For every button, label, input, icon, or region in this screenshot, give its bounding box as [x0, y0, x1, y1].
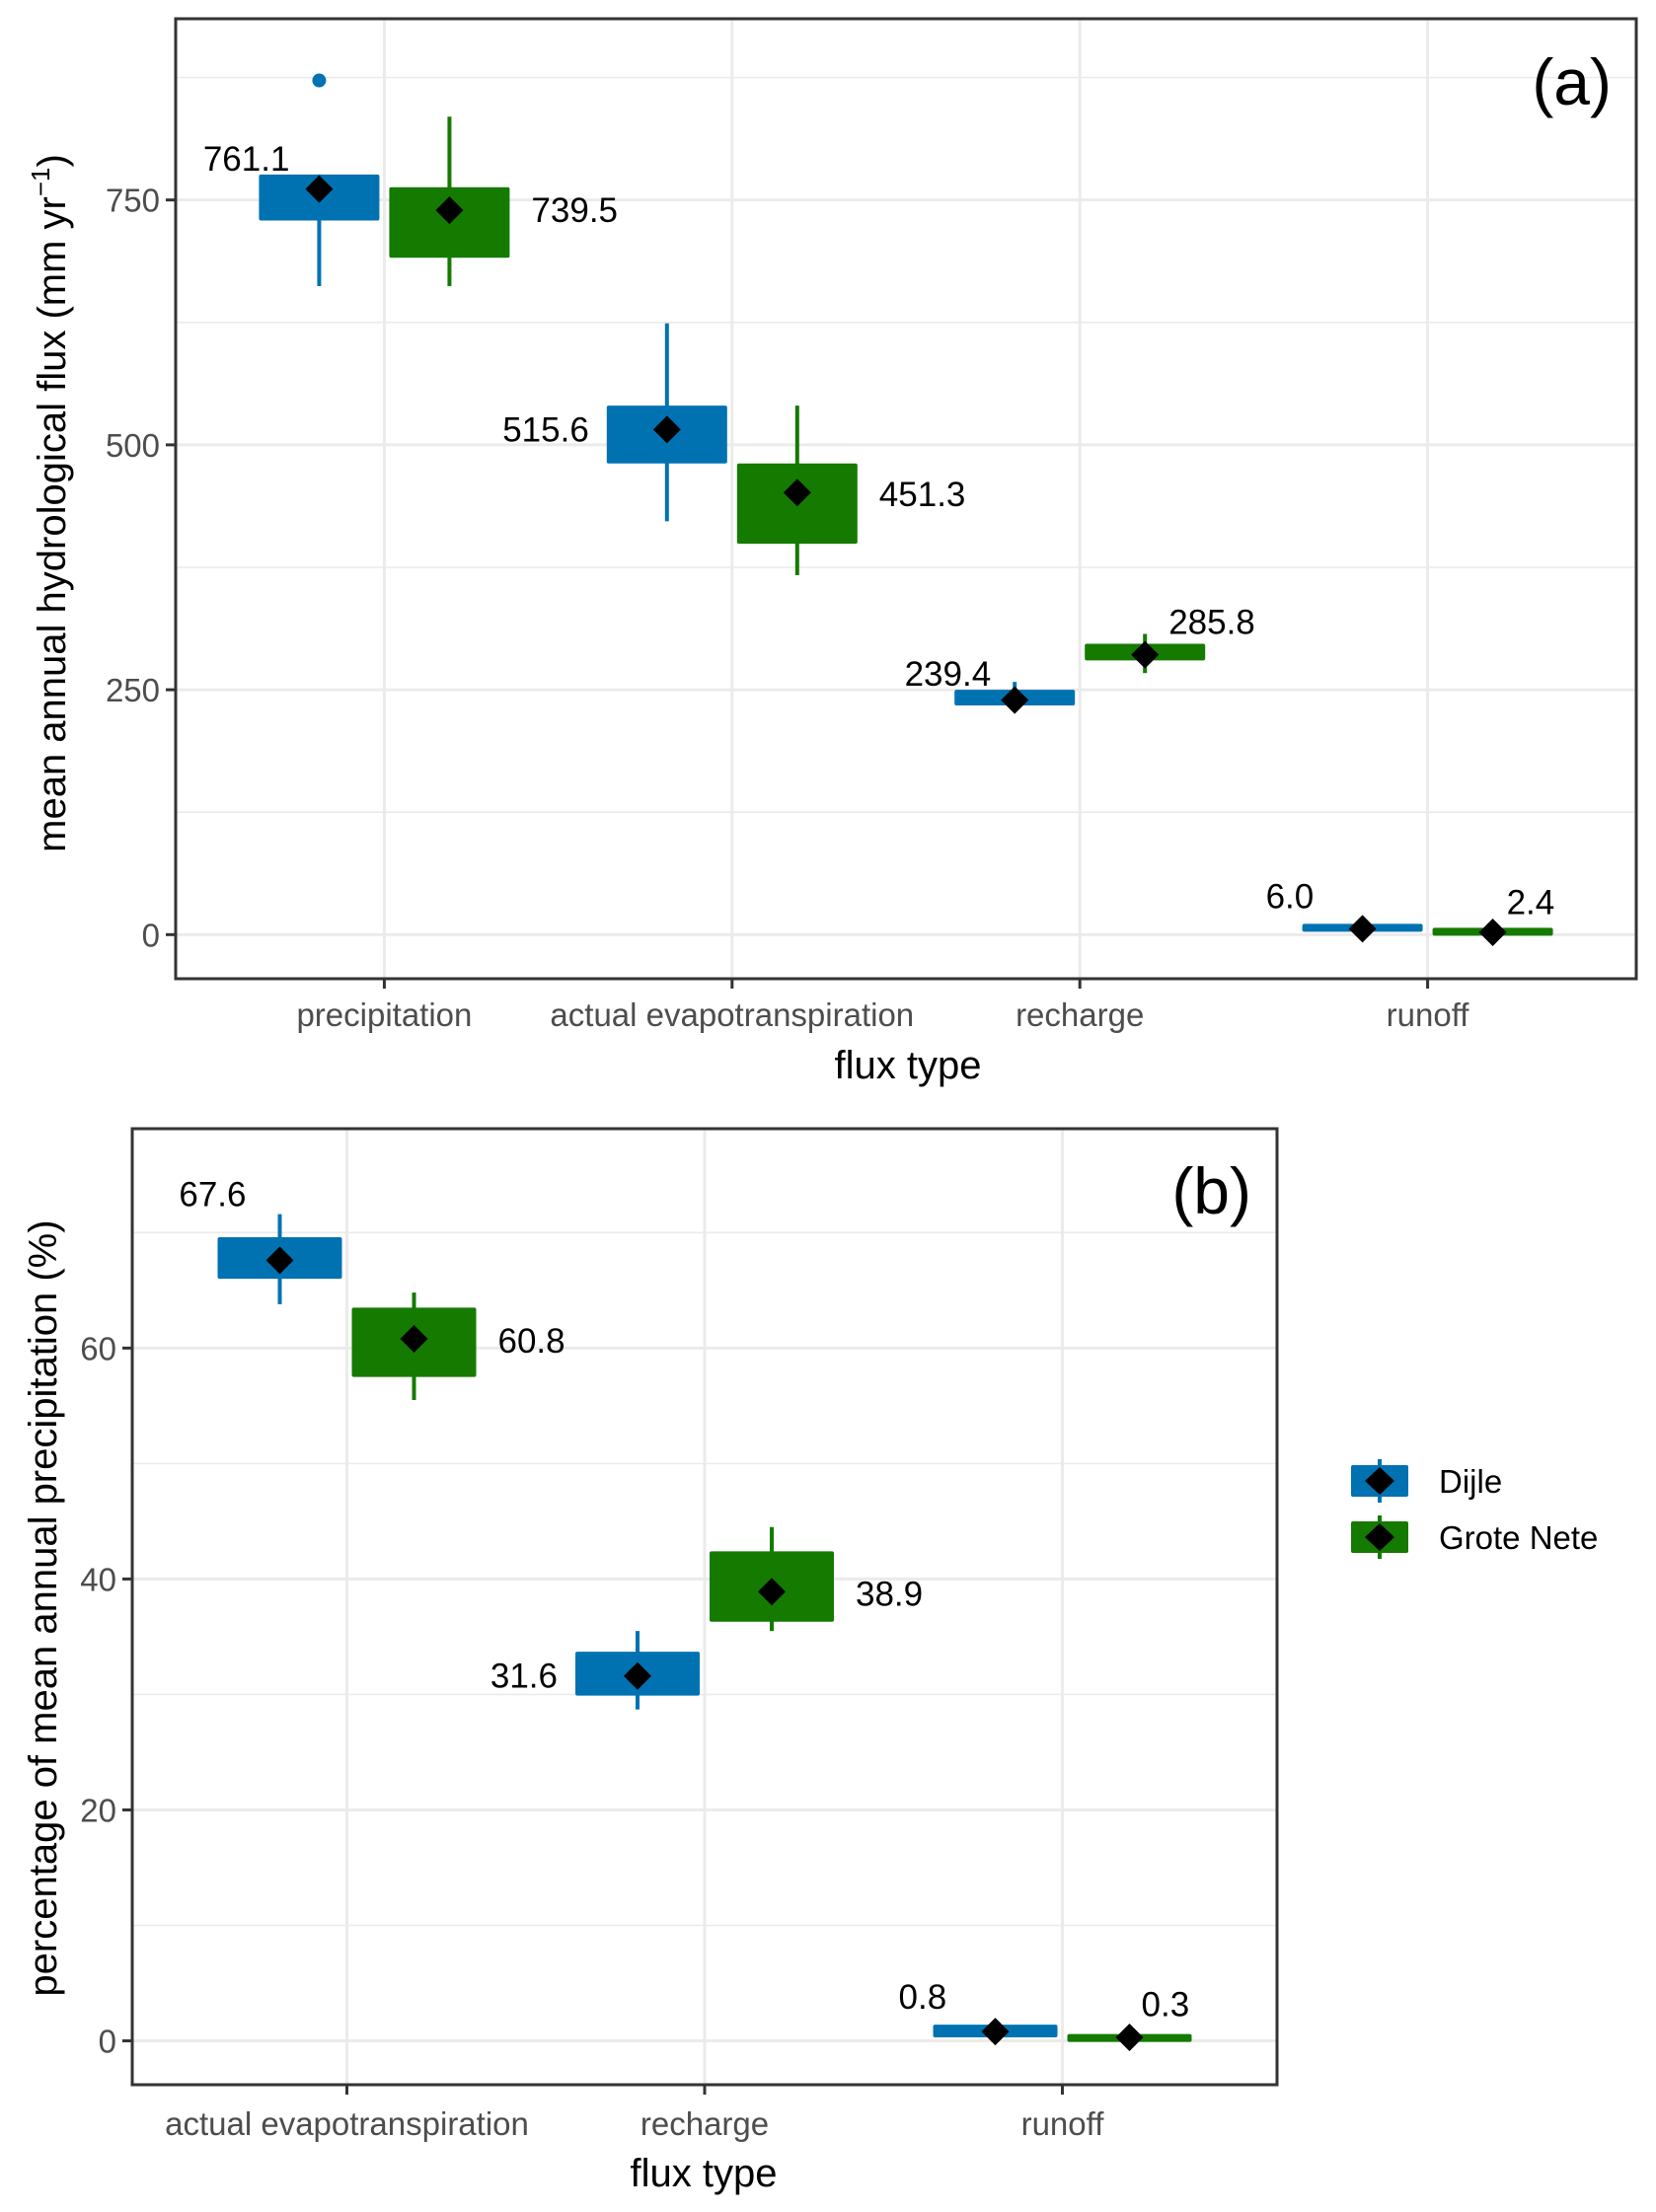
- panel-a-border: [174, 17, 1638, 981]
- y-tick-label: 750: [106, 183, 160, 219]
- box-dijle: 761.1: [203, 73, 380, 287]
- mean-diamond: [1115, 2024, 1144, 2052]
- panel-a-gridlines: [176, 19, 1636, 979]
- mean-diamond: [1348, 915, 1377, 943]
- legend-entry-grote-nete: Grote Nete: [1351, 1515, 1598, 1559]
- panel-b-y-axis-title: percentage of mean annual precipitation …: [22, 1219, 65, 1996]
- data-label: 31.6: [490, 1658, 558, 1696]
- data-label: 2.4: [1507, 883, 1555, 922]
- box-grote-nete: 451.3: [736, 406, 966, 575]
- y-tick-label: 0: [142, 917, 160, 953]
- data-label: 739.5: [531, 191, 618, 230]
- y-tick-label: 20: [80, 1792, 116, 1828]
- data-label: 67.6: [179, 1176, 246, 1215]
- data-label: 0.3: [1142, 1986, 1190, 2025]
- legend-label: Grote Nete: [1439, 1519, 1598, 1556]
- x-tick-label: actual evapotranspiration: [165, 2105, 529, 2142]
- mean-diamond: [624, 1661, 651, 1690]
- data-label: 239.4: [905, 655, 992, 694]
- data-label: 6.0: [1266, 877, 1315, 916]
- data-label: 451.3: [879, 476, 966, 514]
- panel-a-axes: 0 250 500 750 precipitation actual evapotrans…: [106, 183, 1469, 1033]
- legend-label: Dijle: [1439, 1463, 1502, 1500]
- panel-a-x-axis-title: flux type: [835, 1044, 982, 1087]
- legend-entry-dijle: Dijle: [1351, 1459, 1502, 1503]
- data-label: 0.8: [899, 1978, 947, 2017]
- box-grote-nete: 285.8: [1085, 603, 1255, 674]
- panel-b-gridlines: [132, 1129, 1277, 2085]
- panel-a: 761.1 515.6 239.4 6.0 739.5 451.3 285.8 2.4 0 25…: [26, 17, 1638, 1087]
- x-tick-label: actual evapotranspiration: [550, 996, 914, 1033]
- box-grote-nete: 2.4: [1432, 883, 1555, 946]
- box-dijle: 31.6: [490, 1631, 700, 1710]
- outlier-point: [312, 73, 327, 88]
- y-tick-label: 0: [99, 2024, 116, 2060]
- mean-diamond: [1001, 686, 1029, 714]
- mean-diamond: [305, 175, 334, 203]
- data-label: 38.9: [856, 1575, 923, 1613]
- legend-mean-diamond: [1365, 1467, 1394, 1495]
- panel-a-background: [176, 19, 1636, 979]
- panel-b-axes: 0 20 40 60 actual evapotranspiration recharge…: [80, 1330, 1104, 2142]
- mean-diamond: [1478, 918, 1507, 946]
- panel-b: 67.6 31.6 0.8 60.8 38.9 0.3 0 20 40 60 actual eva…: [22, 1127, 1279, 2195]
- mean-diamond: [758, 1578, 786, 1606]
- box-grote-nete: 739.5: [389, 116, 618, 287]
- panel-a-y-axis-title-main: mean annual hydrological flux (mm yr: [31, 196, 74, 852]
- panel-b-marks: 67.6 31.6 0.8 60.8 38.9 0.3: [179, 1176, 1192, 2052]
- box-dijle: 239.4: [905, 655, 1076, 714]
- legend: Dijle Grote Nete: [1351, 1459, 1598, 1559]
- panel-a-marks: 761.1 515.6 239.4 6.0 739.5 451.3 285.8 2.4: [203, 73, 1555, 946]
- mean-diamond: [400, 1324, 428, 1353]
- box-dijle: 6.0: [1266, 877, 1423, 943]
- legend-mean-diamond: [1365, 1523, 1394, 1551]
- x-tick-label: runoff: [1021, 2105, 1105, 2142]
- panel-a-y-axis-title-close: ): [31, 154, 74, 167]
- mean-diamond: [265, 1246, 294, 1275]
- data-label: 60.8: [498, 1322, 565, 1361]
- y-tick-label: 60: [80, 1330, 116, 1366]
- x-tick-label: recharge: [640, 2105, 769, 2142]
- y-tick-label: 500: [106, 427, 160, 464]
- x-tick-label: precipitation: [296, 996, 472, 1033]
- panel-b-x-axis-title: flux type: [631, 2152, 778, 2195]
- x-tick-label: runoff: [1387, 996, 1470, 1033]
- panel-a-y-axis-title-superscript: −1: [26, 167, 55, 196]
- y-tick-label: 250: [106, 672, 160, 708]
- mean-diamond: [652, 415, 681, 444]
- y-tick-label: 40: [80, 1561, 116, 1597]
- box-dijle: 515.6: [502, 323, 727, 522]
- panel-a-y-axis-title: mean annual hydrological flux (mm yr−1): [26, 154, 74, 852]
- box-grote-nete: 38.9: [710, 1526, 923, 1632]
- mean-diamond: [1131, 640, 1160, 669]
- mean-diamond: [783, 479, 811, 507]
- data-label: 285.8: [1168, 603, 1255, 641]
- data-label: 761.1: [203, 140, 290, 179]
- panel-a-tag: (a): [1532, 45, 1612, 118]
- panel-b-tag: (b): [1171, 1154, 1251, 1227]
- data-label: 515.6: [502, 410, 589, 449]
- mean-diamond: [435, 196, 464, 225]
- mean-diamond: [981, 2018, 1010, 2046]
- box-grote-nete: 60.8: [351, 1292, 565, 1401]
- box-dijle: 67.6: [179, 1176, 342, 1304]
- x-tick-label: recharge: [1016, 996, 1144, 1033]
- box-grote-nete: 0.3: [1067, 1986, 1192, 2052]
- box-dijle: 0.8: [899, 1978, 1058, 2046]
